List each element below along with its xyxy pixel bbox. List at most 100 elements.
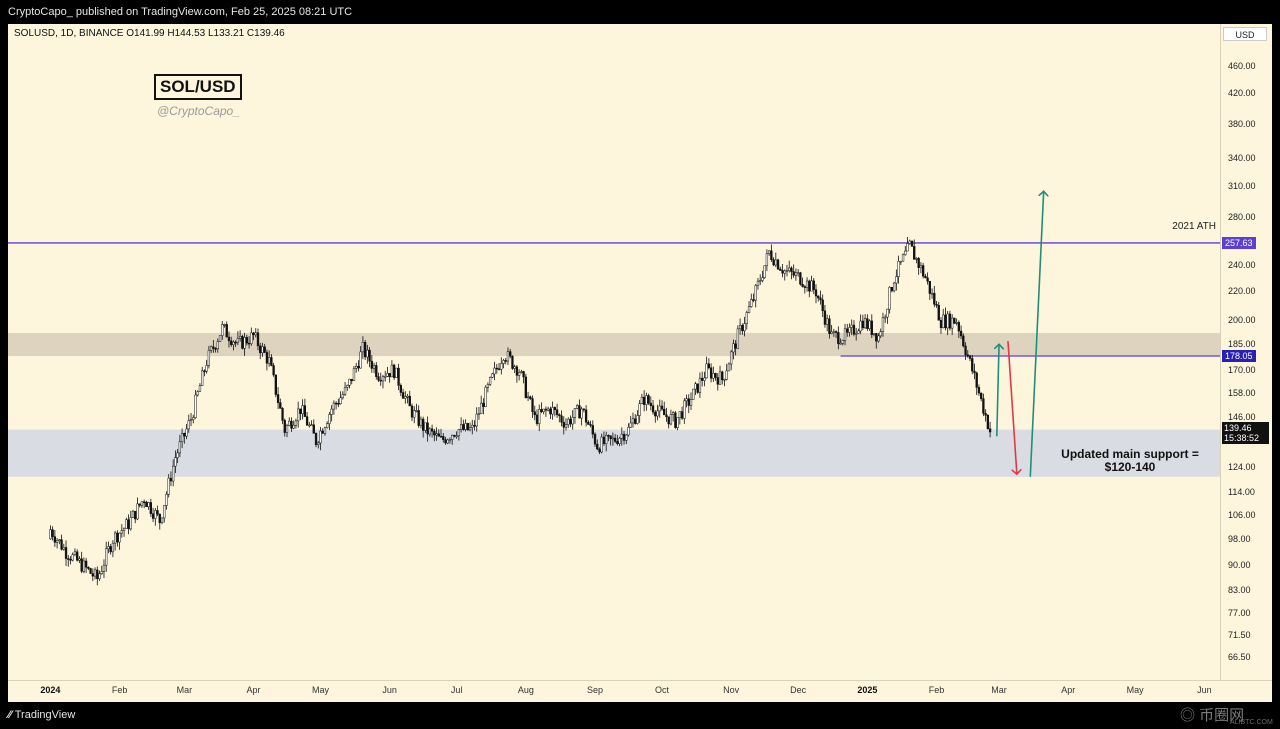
candle-body [234, 341, 237, 344]
candle-body [812, 280, 815, 290]
candle-body [611, 437, 615, 440]
time-tick-label: Apr [1061, 685, 1076, 695]
candle-body [102, 564, 106, 572]
candle-body [701, 377, 704, 381]
candle-body [752, 299, 755, 301]
candle-body [584, 409, 588, 423]
candle-body [598, 448, 601, 453]
candle-body [959, 330, 963, 337]
rally-target-arrow[interactable] [1029, 191, 1043, 477]
candle-body [921, 265, 925, 277]
candle-body [745, 312, 748, 324]
candle-body [522, 371, 525, 378]
candle-body [886, 308, 889, 318]
candle-body [839, 343, 842, 345]
short-bounce-arrow[interactable] [997, 344, 999, 437]
candle-body [453, 434, 456, 437]
candle-body [471, 424, 474, 428]
candle-body [379, 379, 382, 382]
candle-body [714, 373, 717, 378]
candle-body [913, 246, 916, 260]
candle-body [216, 341, 219, 350]
candle-body [218, 335, 222, 342]
candle-body [357, 366, 360, 369]
candle-body [276, 394, 280, 403]
candle-body [888, 287, 891, 310]
watermark-icon: ◎ [1180, 707, 1200, 724]
candle-body [689, 399, 693, 406]
candle-body [513, 366, 516, 369]
candle-body [352, 368, 356, 382]
footer-bar: ⁄⁄ TradingView ◎ 币圈网 ALIBTC.COM [0, 702, 1280, 729]
candle-body [776, 259, 780, 270]
candle-body [118, 532, 121, 543]
tradingview-logo[interactable]: ⁄⁄ TradingView [8, 709, 75, 721]
candle-body [238, 336, 242, 339]
candle-body [62, 547, 65, 550]
candle-body [792, 271, 795, 276]
candle-body [685, 398, 688, 402]
candle-body [645, 395, 648, 405]
price-tick-label: 71.50 [1228, 630, 1251, 641]
candle-body [341, 394, 344, 399]
currency-unit[interactable]: USD [1223, 27, 1267, 41]
candle-body [475, 413, 478, 427]
candle-body [451, 434, 454, 440]
time-tick-label: 2024 [40, 685, 61, 695]
price-chart [8, 24, 1220, 586]
candle-body [455, 435, 458, 438]
candle-body [627, 426, 630, 436]
candle-body [310, 424, 313, 426]
candle-body [656, 410, 659, 417]
candle-body [303, 405, 307, 417]
candle-body [125, 519, 128, 529]
ath-price-badge: 257.63 [1222, 236, 1256, 249]
candle-body [225, 324, 228, 338]
time-axis[interactable]: 2024 Feb Mar Apr May Jun Jul Aug Sep Oct Nov Dec 202… [8, 680, 1272, 702]
candle-body [169, 477, 173, 482]
candle-body [348, 378, 351, 386]
candle-body [368, 349, 371, 362]
candle-body [687, 398, 690, 406]
candle-body [540, 409, 543, 412]
time-tick-label: Nov [723, 685, 740, 695]
candle-body [683, 400, 686, 419]
candle-body [607, 435, 610, 437]
chart-area[interactable]: SOLUSD, 1D, BINANCE O141.99 H144.53 L133… [8, 24, 1220, 680]
price-tick-label: 240.00 [1228, 259, 1256, 270]
support-annotation: Updated main support = $120-140 [1028, 448, 1220, 474]
candle-body [857, 330, 860, 334]
price-tick-label: 106.00 [1228, 509, 1256, 520]
candle-body [355, 366, 358, 369]
candle-body [466, 423, 469, 431]
candle-body [198, 385, 202, 392]
candle-body [884, 316, 887, 319]
candle-body [705, 363, 708, 379]
candle-body [571, 417, 574, 425]
candle-body [247, 342, 251, 345]
price-tick-label: 83.00 [1228, 584, 1251, 595]
candle-body [78, 558, 81, 561]
time-tick-label: May [1126, 685, 1144, 695]
candle-body [326, 423, 329, 429]
candle-body [823, 310, 827, 325]
candle-body [805, 280, 809, 288]
candle-body [459, 424, 463, 430]
candle-body [76, 551, 79, 561]
candle-body [517, 372, 521, 376]
drop-arrow[interactable] [1007, 340, 1017, 474]
candle-body [721, 371, 724, 381]
candle-body [82, 560, 86, 572]
candle-body [569, 418, 572, 425]
price-axis[interactable]: USD 460.00 420.00 380.00 340.00 310.00 280.00… [1220, 24, 1272, 680]
candle-body [484, 387, 487, 407]
candle-body [256, 332, 260, 347]
candle-body [439, 436, 443, 438]
watermark: ◎ 币圈网 [1180, 704, 1244, 725]
support-line-2: $120-140 [1104, 460, 1156, 474]
candle-body [881, 317, 885, 332]
candle-body [435, 433, 438, 436]
candle-body [763, 265, 766, 278]
candle-body [709, 367, 713, 379]
candle-body [803, 286, 806, 288]
